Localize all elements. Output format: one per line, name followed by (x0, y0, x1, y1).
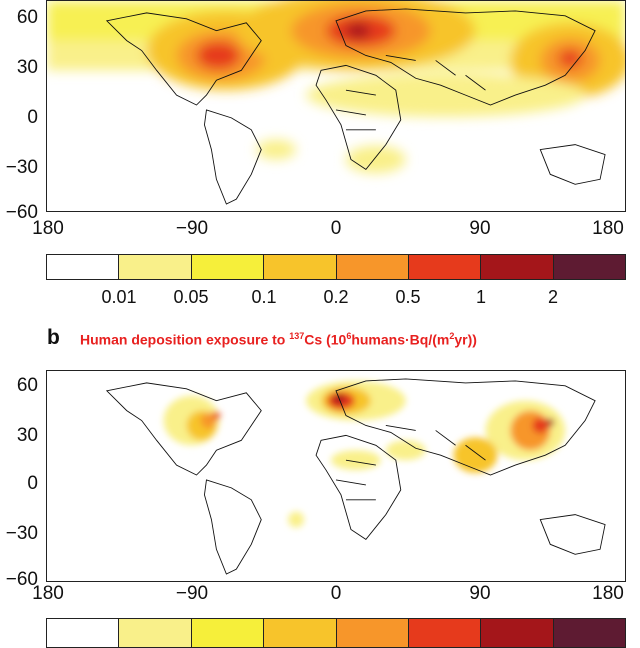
map-panel-a (46, 0, 626, 212)
map-b-svg (105, 378, 606, 575)
colorbar-a-bin-0 (47, 255, 120, 279)
panel-title-b: Human deposition exposure to 137Cs (106h… (80, 331, 477, 348)
lon-tick-180e-a: 180 (592, 218, 624, 239)
colorbar-tick-a-5: 1 (475, 287, 487, 307)
title-b-part-6: yr)) (454, 331, 477, 348)
lat-tick-60-b: 60 (16, 375, 38, 396)
exposure-field-b (163, 380, 566, 528)
colorbar-a-bin-4 (336, 255, 409, 279)
lat-tick-0-a: 0 (27, 107, 38, 128)
lat-tick-m30-a: −30 (5, 157, 38, 178)
colorbar-tick-a-2: 0.1 (251, 287, 277, 307)
title-b-part-3: 6 (346, 331, 352, 341)
lat-tick-0-b: 0 (27, 473, 38, 494)
colorbar-b-bin-4 (336, 619, 409, 647)
colorbar-b-bin-2 (191, 619, 265, 647)
colorbar-b-bin-5 (408, 619, 482, 647)
colorbar-b-bin-6 (481, 619, 554, 647)
lon-tick-180w-a: 180 (32, 218, 64, 239)
panel-letter-b: b (47, 326, 60, 349)
colorbar-b (46, 618, 626, 648)
lon-tick-m90-a: −90 (175, 218, 209, 239)
colorbar-a-bin-5 (408, 255, 482, 279)
lat-tick-m30-b: −30 (5, 523, 38, 544)
title-b-part-0: Human deposition exposure to (80, 331, 290, 348)
title-b-part-1: 137 (289, 331, 305, 341)
coastlines-a (105, 8, 606, 205)
title-b-part-2: Cs (10 (304, 331, 347, 348)
colorbar-b-bin-1 (119, 619, 192, 647)
title-b-part-4: humans·Bq/(m (351, 331, 450, 348)
map-a-svg (47, 1, 625, 205)
colorbar-a-bin-7 (553, 255, 625, 279)
lat-tick-60-a: 60 (16, 7, 38, 28)
colorbar-a-bin-2 (191, 255, 265, 279)
colorbar-a (46, 254, 626, 280)
colorbar-tick-a-6: 2 (547, 287, 559, 307)
colorbar-b-bin-7 (553, 619, 625, 647)
lat-tick-m60-b: −60 (5, 569, 38, 590)
lon-tick-90-b: 90 (469, 583, 491, 604)
map-panel-b (46, 370, 626, 582)
lat-tick-30-a: 30 (16, 57, 38, 78)
colorbar-tick-a-1: 0.05 (173, 287, 209, 307)
colorbar-a-bin-1 (119, 255, 192, 279)
lon-tick-90-a: 90 (469, 218, 491, 239)
lon-tick-0-b: 0 (330, 583, 342, 604)
lon-tick-m90-b: −90 (175, 583, 209, 604)
colorbar-tick-a-4: 0.5 (395, 287, 421, 307)
lon-tick-0-a: 0 (330, 218, 342, 239)
lat-tick-m60-a: −60 (5, 202, 38, 223)
lon-tick-180e-b: 180 (592, 583, 624, 604)
colorbar-tick-a-0: 0.01 (101, 287, 137, 307)
colorbar-a-bin-3 (264, 255, 337, 279)
colorbar-b-bin-0 (47, 619, 120, 647)
coastlines-b (105, 378, 606, 575)
lon-tick-180w-b: 180 (32, 583, 64, 604)
title-b-part-5: 2 (449, 331, 455, 341)
lat-tick-30-b: 30 (16, 425, 38, 446)
colorbar-b-bin-3 (264, 619, 337, 647)
colorbar-a-bin-6 (481, 255, 554, 279)
colorbar-tick-a-3: 0.2 (323, 287, 349, 307)
